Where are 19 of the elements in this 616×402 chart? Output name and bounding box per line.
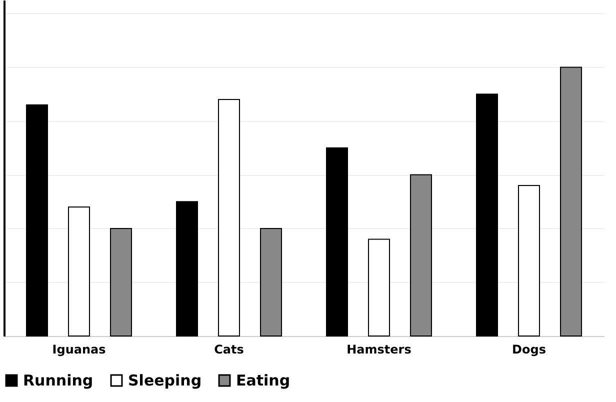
bar bbox=[368, 238, 390, 336]
x-tick-label: Iguanas bbox=[52, 342, 106, 356]
legend-label: Eating bbox=[236, 372, 290, 390]
bar bbox=[68, 206, 90, 336]
bar bbox=[218, 98, 240, 336]
bar bbox=[410, 174, 432, 336]
bar bbox=[476, 94, 498, 336]
bar bbox=[260, 228, 282, 336]
legend-label: Running bbox=[23, 372, 94, 390]
bar bbox=[110, 228, 132, 336]
legend-label: Sleeping bbox=[128, 372, 202, 390]
bar bbox=[176, 201, 198, 336]
bar bbox=[326, 147, 348, 336]
x-tick-label: Dogs bbox=[512, 342, 546, 356]
x-tick-label: Hamsters bbox=[346, 342, 412, 356]
bar bbox=[518, 184, 540, 336]
x-tick-label: Cats bbox=[214, 342, 244, 356]
bar bbox=[560, 66, 582, 336]
bar bbox=[26, 104, 48, 336]
